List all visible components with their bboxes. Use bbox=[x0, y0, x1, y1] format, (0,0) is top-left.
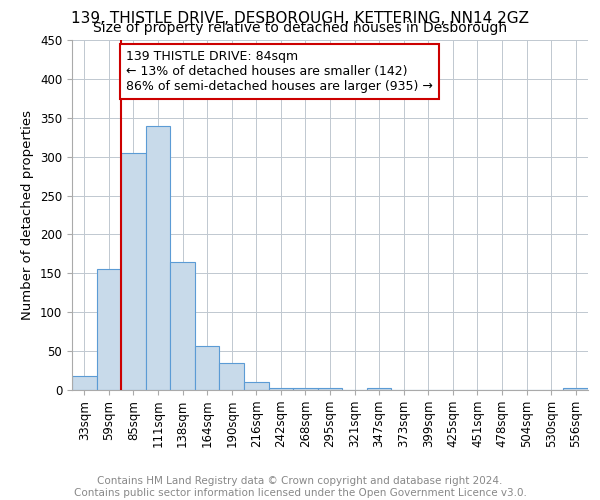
Y-axis label: Number of detached properties: Number of detached properties bbox=[22, 110, 34, 320]
Bar bbox=[563, 388, 588, 390]
Bar bbox=[195, 346, 220, 390]
Bar bbox=[97, 270, 121, 390]
Bar bbox=[269, 388, 293, 390]
Text: 139, THISTLE DRIVE, DESBOROUGH, KETTERING, NN14 2GZ: 139, THISTLE DRIVE, DESBOROUGH, KETTERIN… bbox=[71, 11, 529, 26]
Bar bbox=[121, 153, 146, 390]
Bar bbox=[170, 262, 195, 390]
Bar bbox=[72, 376, 97, 390]
Bar bbox=[293, 388, 318, 390]
Text: 139 THISTLE DRIVE: 84sqm
← 13% of detached houses are smaller (142)
86% of semi-: 139 THISTLE DRIVE: 84sqm ← 13% of detach… bbox=[126, 50, 433, 93]
Text: Contains HM Land Registry data © Crown copyright and database right 2024.
Contai: Contains HM Land Registry data © Crown c… bbox=[74, 476, 526, 498]
Bar bbox=[244, 382, 269, 390]
Bar bbox=[146, 126, 170, 390]
Bar bbox=[318, 388, 342, 390]
Bar bbox=[220, 363, 244, 390]
Bar bbox=[367, 388, 391, 390]
Text: Size of property relative to detached houses in Desborough: Size of property relative to detached ho… bbox=[93, 21, 507, 35]
